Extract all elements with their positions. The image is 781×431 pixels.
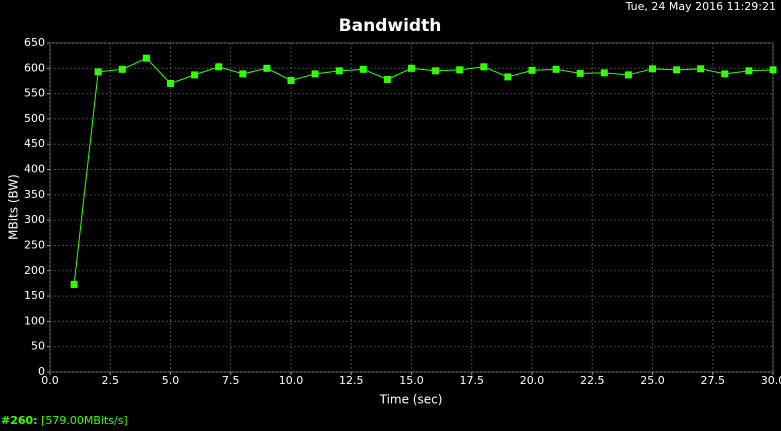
x-tick-label: 17.5 <box>460 374 485 387</box>
series-line <box>73 57 774 285</box>
x-tick-label: 10.0 <box>279 374 304 387</box>
data-point <box>167 79 174 87</box>
timestamp: Tue, 24 May 2016 11:29:21 <box>625 0 776 13</box>
data-point <box>142 54 150 62</box>
y-tick-label: 500 <box>24 112 45 125</box>
data-point <box>359 65 367 73</box>
status-id: #260: <box>1 414 38 427</box>
data-point <box>697 65 705 73</box>
data-point <box>432 67 440 75</box>
data-point <box>745 67 753 75</box>
data-point <box>118 65 126 73</box>
y-tick-label: 650 <box>24 36 45 49</box>
y-tick-label: 350 <box>24 188 45 201</box>
data-point <box>335 67 343 75</box>
y-tick-label: 300 <box>24 213 45 226</box>
x-axis-label: Time (sec) <box>379 393 443 407</box>
x-tick-label: 0.0 <box>41 374 59 387</box>
data-point <box>215 63 223 71</box>
x-tick-label: 22.5 <box>580 374 605 387</box>
x-tick-label: 15.0 <box>399 374 424 387</box>
data-point <box>480 63 488 71</box>
data-point <box>408 64 415 72</box>
data-point <box>673 66 681 74</box>
data-point <box>504 73 512 81</box>
data-point <box>311 70 319 78</box>
x-tick-label: 25.0 <box>640 374 665 387</box>
x-tick-label: 27.5 <box>701 374 726 387</box>
y-tick-label: 150 <box>24 289 45 302</box>
y-tick-label: 0 <box>38 365 45 378</box>
data-point <box>287 76 295 84</box>
y-tick-label: 450 <box>24 137 45 150</box>
data-point <box>649 65 656 73</box>
data-point <box>528 66 536 74</box>
data-point <box>456 66 464 74</box>
x-tick-label: 5.0 <box>162 374 180 387</box>
data-point <box>383 75 391 83</box>
x-tick-label: 12.5 <box>339 374 364 387</box>
data-point <box>552 65 560 73</box>
y-tick-label: 600 <box>24 61 45 74</box>
data-point <box>263 64 271 72</box>
x-tick-label: 7.5 <box>222 374 240 387</box>
y-tick-label: 50 <box>31 340 45 353</box>
data-point <box>624 71 632 79</box>
data-point <box>721 70 729 78</box>
chart-title: Bandwidth <box>339 16 442 36</box>
y-tick-label: 200 <box>24 264 45 277</box>
status-line: #260: [579.00MBits/s] <box>1 414 128 427</box>
data-point <box>191 71 199 79</box>
data-point <box>769 66 777 74</box>
data-point <box>239 70 247 78</box>
status-value: [579.00MBits/s] <box>41 414 128 427</box>
x-tick-label: 20.0 <box>520 374 545 387</box>
x-tick-label: 2.5 <box>102 374 120 387</box>
data-point <box>600 69 608 77</box>
data-point <box>70 280 78 288</box>
data-point <box>576 69 584 77</box>
y-tick-label: 100 <box>24 314 45 327</box>
x-tick-label: 30.0 <box>761 374 781 387</box>
y-tick-label: 400 <box>24 163 45 176</box>
y-tick-label: 250 <box>24 238 45 251</box>
data-point <box>94 68 102 76</box>
y-tick-label: 550 <box>24 87 45 100</box>
y-axis-label: MBits (BW) <box>7 174 21 240</box>
